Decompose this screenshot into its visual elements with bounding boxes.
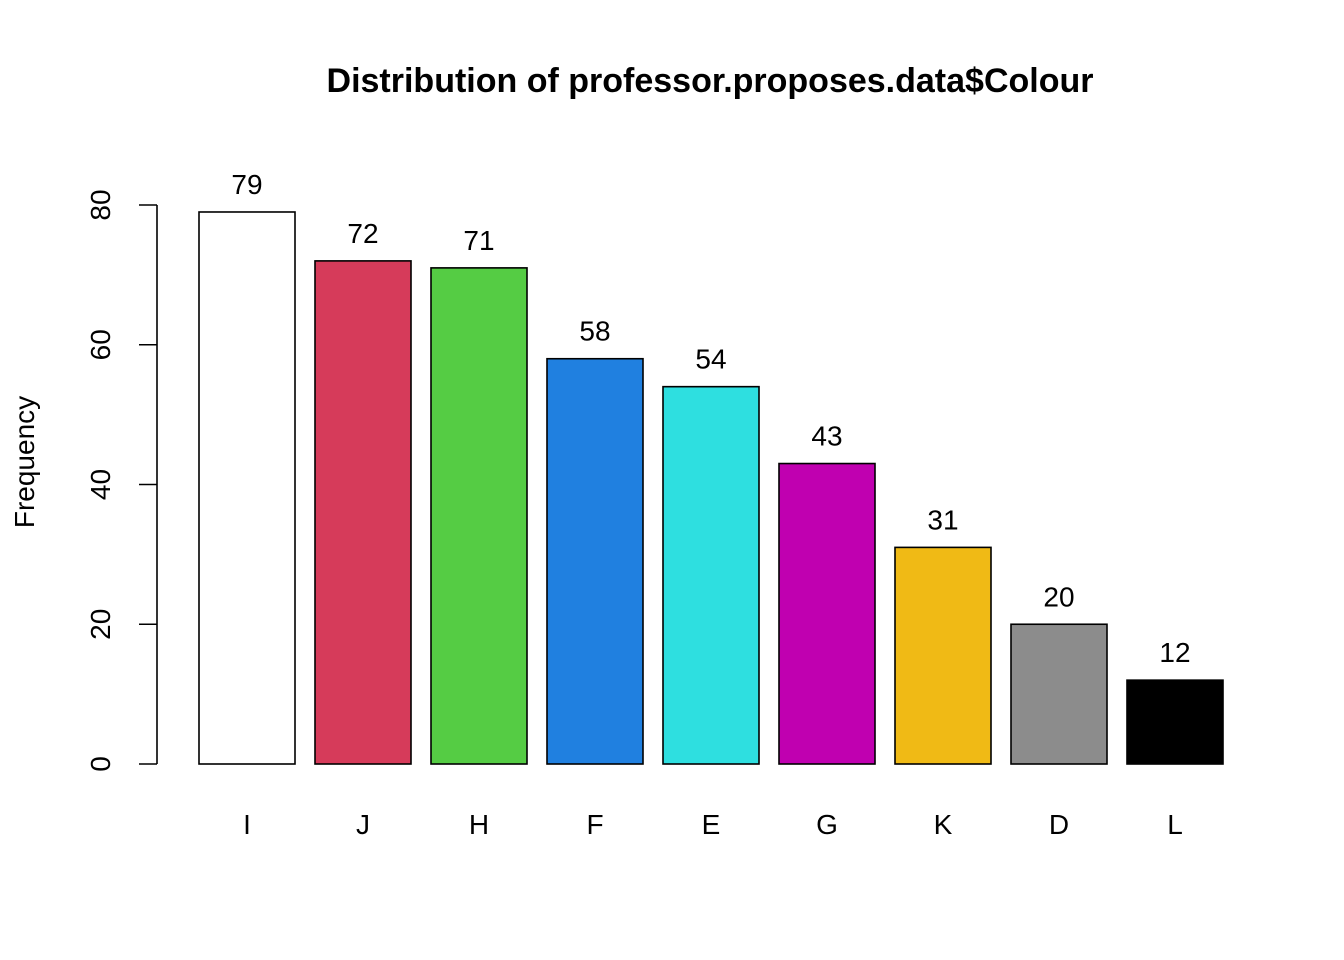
bar-value-label: 71 — [463, 225, 494, 256]
bar — [1010, 623, 1108, 765]
bar-value-label: 79 — [231, 169, 262, 200]
y-axis: 0 20 40 60 80 — [85, 189, 158, 772]
y-tick-label: 60 — [85, 329, 116, 360]
x-tick-label: I — [243, 809, 251, 840]
x-tick-label: K — [934, 809, 953, 840]
bar — [778, 462, 876, 765]
bar-value-label: 58 — [579, 316, 610, 347]
bar-value-label: 54 — [695, 344, 726, 375]
bar — [314, 260, 412, 765]
bar — [546, 357, 644, 765]
bar-value-label: 43 — [811, 421, 842, 452]
x-tick-label: J — [356, 809, 370, 840]
y-tick-label: 40 — [85, 469, 116, 500]
y-tick-label: 80 — [85, 189, 116, 220]
bar — [430, 267, 528, 765]
bar-value-label: 20 — [1043, 581, 1074, 612]
x-tick-label: L — [1167, 809, 1183, 840]
x-tick-label: F — [586, 809, 603, 840]
bar — [1126, 679, 1224, 765]
x-tick-label: D — [1049, 809, 1069, 840]
bar-value-label: 31 — [927, 504, 958, 535]
chart-title: Distribution of professor.proposes.data$… — [327, 62, 1094, 100]
y-axis-label: Frequency — [9, 396, 40, 528]
x-tick-label: E — [702, 809, 721, 840]
bars — [198, 211, 1224, 765]
bar-value-label: 72 — [347, 218, 378, 249]
bar — [198, 211, 296, 765]
bar — [894, 546, 992, 765]
y-tick-label: 20 — [85, 609, 116, 640]
x-tick-label: H — [469, 809, 489, 840]
x-tick-label: G — [816, 809, 838, 840]
bar-value-label: 12 — [1159, 637, 1190, 668]
bar — [662, 385, 760, 765]
y-tick-label: 0 — [85, 756, 116, 772]
data-labels: 79 72 71 58 54 43 31 20 12 — [231, 169, 1190, 668]
